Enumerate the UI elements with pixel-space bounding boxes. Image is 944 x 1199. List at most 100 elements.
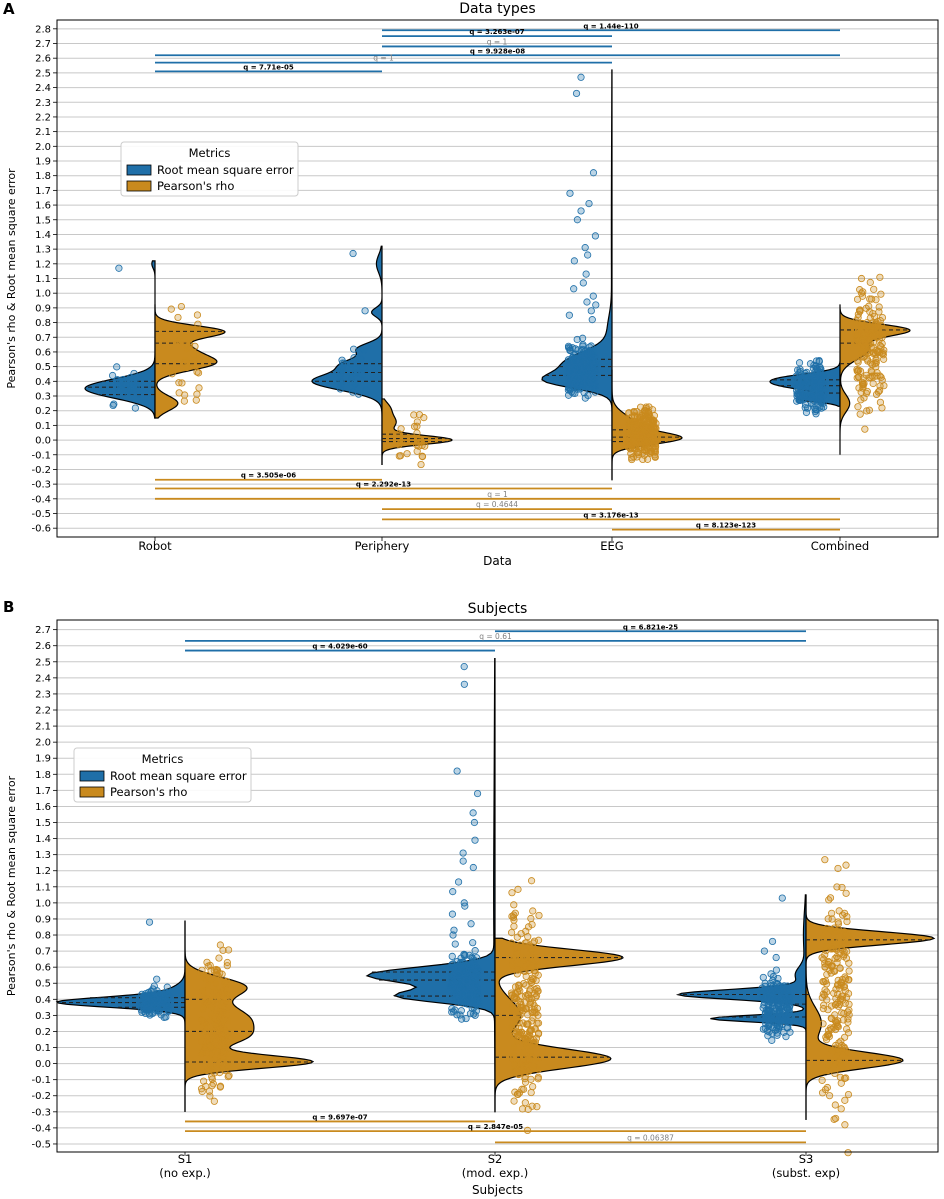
point-rho: [533, 1103, 541, 1111]
point-rmse: [768, 937, 777, 946]
point-rho: [413, 422, 421, 430]
point-rho: [514, 1090, 522, 1099]
point-rmse: [163, 1000, 171, 1009]
point-rho: [395, 441, 403, 449]
point-rho: [218, 970, 226, 978]
x-tick-label: S2 (mod. exp.): [462, 1152, 528, 1180]
point-rho: [872, 390, 881, 399]
point-rmse: [143, 1006, 151, 1014]
point-rho: [857, 388, 865, 396]
panel-letter: A: [3, 0, 15, 18]
significance-label: q = 4.029e-60: [312, 643, 367, 651]
point-rho: [510, 922, 518, 930]
point-rho: [528, 963, 536, 971]
point-rho: [861, 425, 869, 433]
y-tick-label: -0.4: [31, 1123, 51, 1134]
point-rho: [853, 295, 862, 303]
point-rmse: [816, 366, 824, 374]
point-rho: [625, 422, 633, 430]
point-rmse: [472, 981, 480, 989]
significance-label: q = 9.928e-08: [470, 47, 525, 55]
x-tick-label: S3 (subst. exp): [772, 1152, 840, 1180]
point-rho: [223, 1004, 232, 1012]
y-tick-label: -0.3: [31, 480, 51, 491]
point-rho: [509, 1055, 517, 1063]
point-rho: [834, 864, 842, 873]
point-rho: [514, 885, 522, 893]
point-rho: [515, 982, 523, 990]
point-rho: [841, 1121, 849, 1129]
point-rho: [194, 320, 202, 328]
legend-title: Metrics: [189, 146, 231, 160]
point-rmse: [573, 216, 581, 224]
point-rho: [842, 861, 850, 869]
significance-label: q = 2.847e-05: [468, 1123, 523, 1131]
point-rho: [207, 1050, 215, 1059]
point-rho: [520, 962, 528, 970]
point-rho: [219, 1035, 227, 1043]
point-rmse: [360, 346, 368, 354]
point-rmse: [461, 902, 469, 910]
point-rho: [836, 964, 844, 972]
point-rho: [632, 425, 640, 434]
point-rho: [524, 1011, 532, 1019]
point-rho: [527, 976, 535, 985]
y-tick-label: 1.1: [35, 274, 51, 285]
point-rho: [515, 1019, 523, 1027]
y-tick-label: -0.1: [31, 1075, 51, 1086]
point-rho: [828, 963, 836, 971]
legend-swatch-rho: [79, 786, 105, 798]
point-rho: [853, 331, 861, 339]
point-rho: [527, 914, 535, 923]
point-rmse: [336, 378, 344, 386]
gridlines: [57, 28, 938, 529]
point-rho: [510, 1097, 518, 1105]
point-rho: [216, 941, 224, 949]
y-tick-label: 0.3: [35, 392, 51, 403]
point-rmse: [759, 973, 767, 982]
point-rmse: [803, 404, 812, 412]
point-rmse: [587, 307, 595, 315]
point-rho: [508, 889, 516, 897]
y-tick-label: 0.5: [35, 362, 51, 373]
y-tick-label: -0.1: [31, 450, 51, 461]
point-rho: [403, 450, 411, 458]
point-rmse: [147, 993, 155, 1001]
y-tick-label: 1.6: [35, 802, 51, 813]
significance-label: q = 3.176e-13: [583, 511, 638, 519]
point-rho: [855, 384, 863, 392]
y-tick-label: 2.4: [35, 673, 51, 684]
point-rho: [844, 1149, 852, 1157]
point-rho: [210, 966, 218, 974]
point-rho: [532, 1055, 540, 1063]
y-tick-label: 0.7: [35, 333, 51, 344]
point-rmse: [577, 207, 585, 215]
point-rho: [410, 411, 418, 419]
y-tick-label: 1.4: [35, 230, 51, 241]
point-rho: [510, 901, 518, 909]
point-rho: [513, 970, 521, 978]
point-rho: [832, 994, 840, 1003]
point-rho: [201, 1028, 209, 1036]
point-rmse: [448, 983, 457, 991]
point-rho: [821, 963, 829, 971]
y-tick-label: 1.3: [35, 850, 51, 861]
y-tick-label: 2.7: [35, 625, 51, 636]
point-rho: [534, 936, 543, 944]
point-rmse: [336, 385, 344, 393]
point-rmse: [775, 985, 783, 993]
point-rmse: [132, 384, 141, 392]
point-rho: [867, 373, 875, 382]
y-tick-label: 1.4: [35, 834, 51, 845]
x-tick-line: S2: [488, 1152, 503, 1166]
chart-title: Subjects: [468, 601, 528, 617]
point-rho: [521, 1039, 530, 1047]
point-rho: [837, 1105, 845, 1113]
point-rmse: [467, 920, 475, 928]
point-rho: [527, 1075, 535, 1083]
y-axis-ticks: -0.5 -0.4 -0.3 -0.2 -0.1 0.0 0.1 0.2 0.3 0.4 0.5 0.…: [31, 625, 57, 1150]
point-rho: [880, 382, 888, 390]
point-rho: [200, 1077, 208, 1085]
point-rho: [200, 988, 208, 996]
significance-label: q = 0.06387: [627, 1133, 674, 1142]
